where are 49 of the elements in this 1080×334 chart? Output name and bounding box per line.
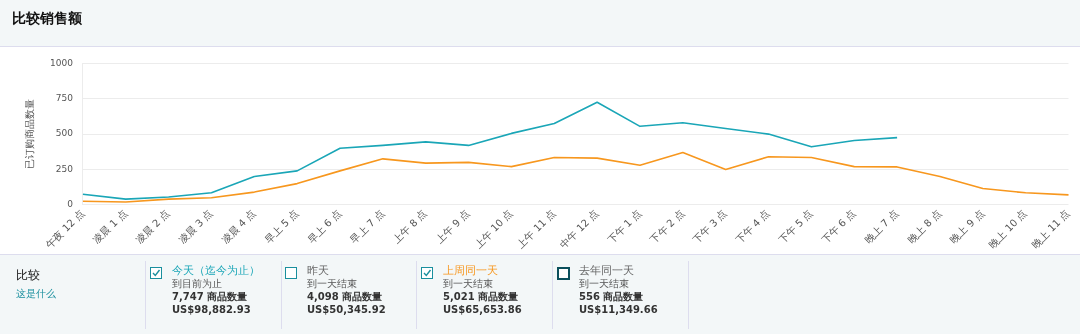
x-tick-label: 下午 6 点	[819, 207, 858, 246]
text: US$98,882.93	[172, 303, 252, 316]
x-tick-label: 早上 5 点	[262, 207, 301, 246]
text: 到目前为止	[172, 277, 223, 290]
x-tick-label: 晚上 9 点	[948, 207, 987, 246]
x-tick-label: 早上 7 点	[348, 207, 387, 246]
x-tick-label: 凌晨 3 点	[176, 207, 215, 246]
text: US$11,349.66	[579, 303, 658, 316]
x-tick-label: 下午 4 点	[733, 207, 772, 246]
text: 上周同一天	[443, 264, 499, 277]
x-tick-label: 上午 10 点	[472, 207, 515, 251]
x-tick-label: 上午 11 点	[515, 207, 558, 251]
x-tick-label: 中午 12 点	[557, 207, 601, 251]
text: 到一天结束	[307, 277, 358, 290]
x-tick-label: 凌晨 4 点	[219, 207, 258, 246]
x-tick-label: 凌晨 1 点	[91, 207, 130, 246]
x-tick-label: 上午 9 点	[433, 207, 472, 246]
y-axis-title: 已订购商品数量	[23, 99, 35, 170]
x-tick-label: 早上 6 点	[305, 207, 344, 246]
x-tick-label: 晚上 10 点	[986, 207, 1029, 251]
x-tick-label: 下午 1 点	[605, 207, 644, 246]
legend-title: 比较	[16, 267, 40, 284]
y-tick-label: 750	[55, 93, 74, 104]
y-tick-label: 500	[55, 128, 74, 139]
y-tick-label: 1000	[50, 57, 74, 68]
x-tick-label: 午夜 12 点	[43, 207, 87, 251]
text: US$50,345.92	[307, 303, 386, 316]
x-tick-label: 晚上 11 点	[1029, 207, 1072, 251]
x-tick-label: 凌晨 2 点	[133, 207, 172, 246]
chart-title: 比较销售额	[12, 10, 82, 28]
text: 到一天结束	[579, 277, 630, 290]
text: 4,098 商品数量	[307, 290, 384, 303]
x-tick-label: 上午 8 点	[390, 207, 429, 246]
text: 到一天结束	[443, 277, 494, 290]
text: US$65,653.86	[443, 303, 522, 316]
text: 556 商品数量	[579, 290, 645, 303]
text: 今天（迄今为止）	[172, 264, 260, 277]
x-tick-label: 下午 2 点	[648, 207, 687, 246]
text: 5,021 商品数量	[443, 290, 520, 303]
y-tick-label: 250	[55, 163, 74, 174]
x-tick-label: 下午 5 点	[776, 207, 815, 246]
legend-label: 去年同一天	[579, 264, 635, 277]
x-tick-label: 晚上 7 点	[862, 207, 901, 246]
x-tick-label: 下午 3 点	[690, 207, 729, 246]
text: 7,747 商品数量	[172, 290, 249, 303]
legend-label: 昨天	[307, 264, 330, 277]
y-tick-label: 0	[67, 199, 74, 210]
text: 这是什么	[16, 287, 56, 301]
x-tick-label: 晚上 8 点	[905, 207, 944, 246]
